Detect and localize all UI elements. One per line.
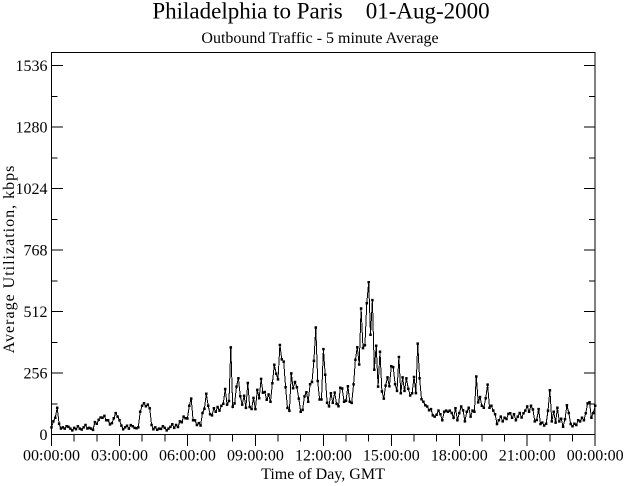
svg-text:09:00:00: 09:00:00 bbox=[227, 448, 284, 465]
svg-text:1536: 1536 bbox=[16, 58, 48, 75]
svg-text:18:00:00: 18:00:00 bbox=[431, 448, 488, 465]
svg-text:1024: 1024 bbox=[16, 181, 48, 198]
svg-text:0: 0 bbox=[40, 427, 48, 444]
svg-text:Time of Day, GMT: Time of Day, GMT bbox=[261, 466, 385, 483]
svg-text:03:00:00: 03:00:00 bbox=[91, 448, 148, 465]
svg-text:00:00:00: 00:00:00 bbox=[567, 448, 624, 465]
svg-text:1280: 1280 bbox=[16, 119, 48, 136]
svg-text:06:00:00: 06:00:00 bbox=[159, 448, 216, 465]
svg-text:21:00:00: 21:00:00 bbox=[499, 448, 556, 465]
svg-text:512: 512 bbox=[24, 304, 48, 321]
svg-text:Philadelphia to Paris 01-Au: Philadelphia to Paris 01-Aug-2000 bbox=[152, 0, 489, 24]
svg-text:15:00:00: 15:00:00 bbox=[363, 448, 420, 465]
svg-text:768: 768 bbox=[24, 242, 48, 259]
svg-text:Outbound Traffic - 5 minute Av: Outbound Traffic - 5 minute Average bbox=[201, 30, 438, 47]
svg-text:256: 256 bbox=[24, 365, 48, 382]
svg-text:00:00:00: 00:00:00 bbox=[23, 448, 80, 465]
svg-text:Average Utilization, kbps: Average Utilization, kbps bbox=[1, 165, 18, 354]
svg-text:12:00:00: 12:00:00 bbox=[295, 448, 352, 465]
